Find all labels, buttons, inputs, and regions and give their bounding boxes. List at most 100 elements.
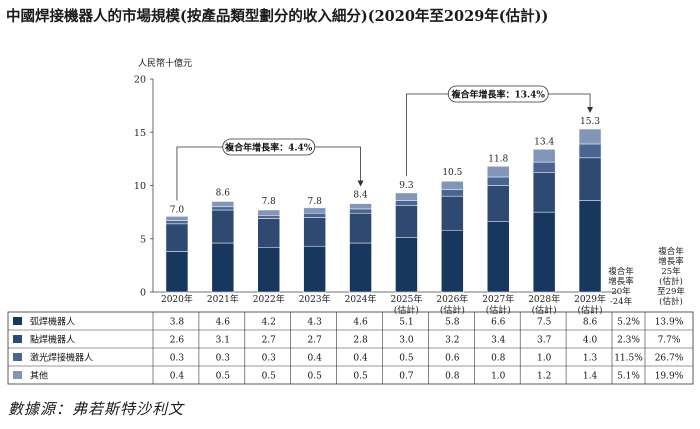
table-value-cell: 1.4 — [583, 372, 598, 382]
table-value-cell: 3.8 — [170, 318, 185, 328]
bar-total-label: 8.4 — [353, 191, 368, 201]
bar-segment — [395, 200, 418, 206]
bar-segment — [211, 242, 235, 293]
table-value-cell: 3.0 — [399, 336, 414, 346]
table-value-cell: 4.6 — [216, 318, 231, 328]
table-value-cell: 0.4 — [353, 354, 368, 364]
cagr-pill — [222, 138, 316, 156]
bar-segment — [257, 209, 280, 216]
bar-segment — [487, 221, 510, 293]
table-value-cell: 1.0 — [491, 372, 506, 382]
cagr-header-2025-2029: (估計) — [659, 296, 683, 307]
chart-title: 中國焊接機器人的市場規模(按產品類型劃分的收入細分)(2020年至2029年(估… — [6, 8, 549, 25]
bar-total-label: 15.3 — [580, 117, 600, 127]
table-value-cell: 0.3 — [216, 354, 231, 364]
x-category-label: (估計) — [532, 304, 557, 316]
table-value-cell: 4.6 — [353, 318, 368, 328]
table-value-cell: 0.5 — [216, 372, 231, 382]
legend-swatch — [13, 371, 22, 379]
table-value-cell: 0.4 — [307, 354, 322, 364]
bar-segment — [303, 207, 326, 214]
x-category-label: 2024年 — [345, 293, 377, 305]
bar-segment — [349, 203, 372, 210]
table-value-cell: 6.6 — [491, 318, 506, 328]
cagr-header-2020-2024: 20年 — [611, 286, 631, 297]
x-category-label: 2028年 — [528, 293, 560, 305]
bar-segment — [441, 195, 464, 231]
x-category-label: 2020年 — [161, 293, 193, 305]
cagr-2020-2024-cell: 5.2% — [617, 318, 640, 328]
table-value-cell: 3.1 — [216, 336, 230, 346]
cagr-header-2025-2029: 25年 — [661, 266, 681, 277]
bar-segment — [532, 161, 556, 173]
cagr-2020-2024-cell: 5.1% — [617, 372, 640, 382]
cagr-pill-label: 複合年增長率：4.4% — [224, 142, 313, 154]
bar-segment — [532, 149, 556, 163]
bar-segment — [349, 208, 372, 214]
cagr-pill-label: 複合年增長率：13.4% — [451, 89, 546, 101]
bar-segment — [303, 217, 326, 247]
table-value-cell: 0.5 — [307, 372, 322, 382]
cagr-arrow-head — [357, 180, 364, 187]
table-value-cell: 2.7 — [307, 336, 322, 346]
bar-segment — [211, 209, 235, 244]
source-note: 數據源：弗若斯特沙利文 — [8, 400, 185, 418]
bar-total-label: 7.8 — [262, 197, 277, 207]
bar-total-label: 10.5 — [442, 168, 462, 178]
table-value-cell: 0.4 — [170, 372, 185, 382]
table-value-cell: 1.2 — [537, 372, 551, 382]
bar-segment — [578, 143, 602, 159]
x-category-label: 2026年 — [436, 293, 468, 305]
table-value-cell: 0.5 — [399, 354, 414, 364]
cagr-2020-2024-cell: 2.3% — [617, 336, 640, 346]
series-label: 激光焊接機器人 — [30, 352, 93, 364]
bar-segment — [303, 212, 326, 218]
x-category-label: (估計) — [440, 304, 465, 316]
table-value-cell: 2.6 — [170, 336, 185, 346]
bar-segment — [211, 201, 235, 208]
x-category-label: 2027年 — [482, 293, 514, 305]
bar-total-label: 7.8 — [307, 197, 322, 207]
cagr-2020-2024-cell: 11.5% — [614, 354, 643, 364]
table-value-cell: 4.2 — [262, 318, 276, 328]
bar-total-label: 9.3 — [399, 181, 414, 191]
y-tick-label: 5 — [140, 234, 146, 245]
table-value-cell: 1.3 — [583, 354, 598, 364]
bar-segment — [257, 215, 280, 219]
bar-total-label: 11.8 — [488, 154, 508, 164]
cagr-header-2025-2029: 複合年 — [658, 246, 684, 257]
x-category-label: 2022年 — [253, 293, 285, 305]
legend-swatch — [13, 335, 22, 343]
bar-segment — [578, 128, 602, 145]
x-category-label: 2025年 — [390, 293, 422, 305]
table-value-cell: 0.3 — [170, 354, 185, 364]
y-tick-label: 10 — [134, 181, 146, 192]
x-category-label: (估計) — [578, 304, 603, 316]
bar-segment — [257, 247, 280, 293]
bar-segment — [165, 220, 189, 225]
table-value-cell: 0.3 — [262, 354, 277, 364]
bar-segment — [303, 245, 326, 293]
cagr-pill — [447, 85, 549, 103]
table-value-cell: 7.5 — [537, 318, 552, 328]
bar-segment — [441, 229, 464, 293]
x-category-label: (估計) — [486, 304, 511, 316]
bar-segment — [578, 157, 602, 201]
table-value-cell: 3.2 — [445, 336, 459, 346]
x-category-label: 2023年 — [299, 293, 331, 305]
table-value-cell: 0.5 — [262, 372, 277, 382]
bar-segment — [395, 205, 418, 238]
cagr-2025-2029-cell: 26.7% — [655, 354, 684, 364]
table-value-cell: 0.7 — [399, 372, 414, 382]
bar-segment — [532, 172, 556, 213]
table-value-cell: 5.1 — [399, 318, 413, 328]
bar-segment — [441, 180, 464, 191]
bar-segment — [578, 200, 602, 293]
table-value-cell: 0.5 — [353, 372, 368, 382]
series-label: 其他 — [30, 370, 48, 382]
cagr-2025-2029-cell: 19.9% — [655, 372, 684, 382]
bar-segment — [532, 211, 556, 293]
y-tick-label: 0 — [140, 288, 146, 299]
y-tick-label: 15 — [134, 128, 146, 139]
x-category-label: 2021年 — [207, 293, 239, 305]
